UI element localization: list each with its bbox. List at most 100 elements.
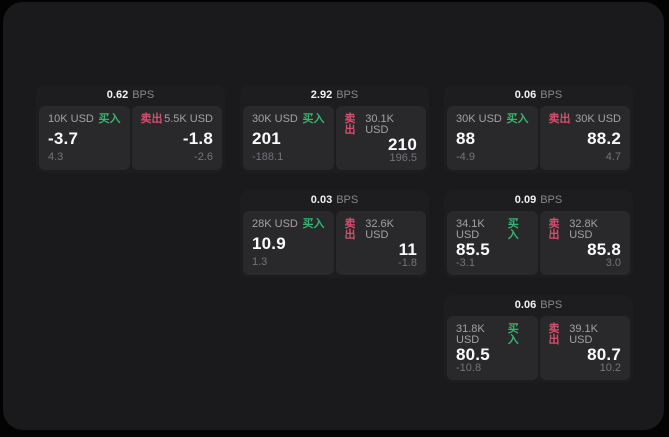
buy-side-label: 买入 [98,113,121,125]
buy-panel[interactable]: 31.8K USD 买入 80.5 -10.8 [447,316,538,380]
buy-amount: 30K USD [252,113,298,125]
quote-card: 0.03 BPS 28K USD 买入 10.9 1.3 卖出 32.6K US… [240,190,429,278]
sell-sub-value: 3.0 [605,257,621,269]
sell-top-row: 卖出 32.8K USD [549,219,622,241]
buy-price: 80.5 [456,345,490,364]
buy-panel[interactable]: 34.1K USD 买入 85.5 -3.1 [447,211,538,275]
sell-price: -1.8 [182,129,213,148]
quote-card: 0.62 BPS 10K USD 买入 -3.7 4.3 卖出 5.5K USD [36,85,225,173]
buy-panel[interactable]: 10K USD 买入 -3.7 4.3 [39,106,130,170]
sell-panel[interactable]: 卖出 5.5K USD -1.8 -2.6 [131,106,222,170]
sell-top-row: 卖出 30K USD [549,114,622,125]
spread-value: 2.92 [310,89,333,101]
spread-value: 0.09 [514,194,537,206]
spread-value: 0.06 [514,89,537,101]
buy-top-row: 10K USD 买入 [48,114,121,125]
buy-side-label: 买入 [507,323,519,346]
spread-value: 0.62 [106,89,129,101]
buy-price: -3.7 [48,129,79,148]
spread-header: 0.09 BPS [447,190,630,211]
quote-panels: 10K USD 买入 -3.7 4.3 卖出 5.5K USD -1.8 -2.… [39,106,222,170]
sell-amount: 32.6K USD [365,218,394,241]
sell-side-label: 卖出 [548,113,571,125]
sell-sub-value: 4.7 [605,151,621,163]
bps-unit-label: BPS [336,89,359,101]
buy-sub-value: 1.3 [252,256,268,268]
quote-grid: 0.62 BPS 10K USD 买入 -3.7 4.3 卖出 5.5K USD [36,85,633,383]
buy-price: 88 [456,129,476,148]
sell-top-row: 卖出 30.1K USD [345,114,418,136]
sell-top-row: 卖出 32.6K USD [345,219,418,241]
quote-panels: 31.8K USD 买入 80.5 -10.8 卖出 39.1K USD 80.… [447,316,630,380]
buy-amount: 10K USD [48,113,94,125]
sell-sub-value: -2.6 [194,151,213,163]
bps-unit-label: BPS [540,89,563,101]
buy-amount: 34.1K USD [456,218,485,241]
sell-panel[interactable]: 卖出 32.8K USD 85.8 3.0 [539,211,630,275]
sell-amount: 30K USD [575,113,621,125]
sell-amount: 5.5K USD [164,113,213,125]
bps-unit-label: BPS [336,194,359,206]
buy-side-label: 买入 [302,113,325,125]
buy-amount: 30K USD [456,113,502,125]
buy-side-label: 买入 [302,218,325,230]
sell-panel[interactable]: 卖出 30K USD 88.2 4.7 [539,106,630,170]
sell-price: 88.2 [587,129,621,148]
bps-unit-label: BPS [540,194,563,206]
sell-panel[interactable]: 卖出 39.1K USD 80.7 10.2 [539,316,630,380]
buy-side-label: 买入 [506,113,529,125]
buy-sub-value: -3.1 [456,257,475,269]
sell-top-row: 卖出 5.5K USD [141,114,214,125]
quote-card: 0.06 BPS 30K USD 买入 88 -4.9 卖出 30K USD [444,85,633,173]
buy-price: 10.9 [252,234,286,253]
spread-header: 0.62 BPS [39,85,222,106]
sell-amount: 32.8K USD [569,218,598,241]
spread-header: 0.06 BPS [447,295,630,316]
buy-sub-value: -4.9 [456,151,475,163]
spread-header: 2.92 BPS [243,85,426,106]
buy-amount: 31.8K USD [456,323,485,346]
buy-sub-value: -188.1 [252,151,284,163]
buy-sub-value: -10.8 [456,362,482,374]
quote-card: 2.92 BPS 30K USD 买入 201 -188.1 卖出 30.1K … [240,85,429,173]
sell-amount: 39.1K USD [569,323,598,346]
quote-panels: 34.1K USD 买入 85.5 -3.1 卖出 32.8K USD 85.8… [447,211,630,275]
buy-top-row: 30K USD 买入 [252,114,325,125]
sell-price: 85.8 [587,240,621,259]
sell-side-label: 卖出 [344,218,356,241]
sell-panel[interactable]: 卖出 32.6K USD 11 -1.8 [335,211,426,275]
buy-price: 85.5 [456,240,490,259]
sell-sub-value: 10.2 [599,362,621,374]
buy-sub-value: 4.3 [48,151,64,163]
buy-top-row: 34.1K USD 买入 [456,219,529,241]
sell-sub-value: 196.5 [389,152,417,164]
sell-price: 80.7 [587,345,621,364]
bps-unit-label: BPS [540,299,563,311]
buy-panel[interactable]: 30K USD 买入 201 -188.1 [243,106,334,170]
buy-panel[interactable]: 30K USD 买入 88 -4.9 [447,106,538,170]
quote-card: 0.06 BPS 31.8K USD 买入 80.5 -10.8 卖出 39.1… [444,295,633,383]
buy-amount: 28K USD [252,218,298,230]
sell-side-label: 卖出 [548,323,560,346]
quote-panels: 28K USD 买入 10.9 1.3 卖出 32.6K USD 11 -1.8 [243,211,426,275]
spread-header: 0.03 BPS [243,190,426,211]
quote-panels: 30K USD 买入 201 -188.1 卖出 30.1K USD 210 1… [243,106,426,170]
quote-card: 0.09 BPS 34.1K USD 买入 85.5 -3.1 卖出 32.8K… [444,190,633,278]
sell-amount: 30.1K USD [365,113,394,136]
bps-unit-label: BPS [132,89,155,101]
buy-price: 201 [252,129,281,148]
app-window: 0.62 BPS 10K USD 买入 -3.7 4.3 卖出 5.5K USD [3,2,664,430]
buy-top-row: 30K USD 买入 [456,114,529,125]
buy-panel[interactable]: 28K USD 买入 10.9 1.3 [243,211,334,275]
spread-header: 0.06 BPS [447,85,630,106]
quote-panels: 30K USD 买入 88 -4.9 卖出 30K USD 88.2 4.7 [447,106,630,170]
spread-value: 0.03 [310,194,333,206]
sell-side-label: 卖出 [344,113,356,136]
sell-side-label: 卖出 [140,113,163,125]
buy-top-row: 31.8K USD 买入 [456,324,529,346]
sell-side-label: 卖出 [548,218,560,241]
sell-panel[interactable]: 卖出 30.1K USD 210 196.5 [335,106,426,170]
buy-side-label: 买入 [507,218,519,241]
sell-price: 11 [398,240,417,259]
sell-top-row: 卖出 39.1K USD [549,324,622,346]
